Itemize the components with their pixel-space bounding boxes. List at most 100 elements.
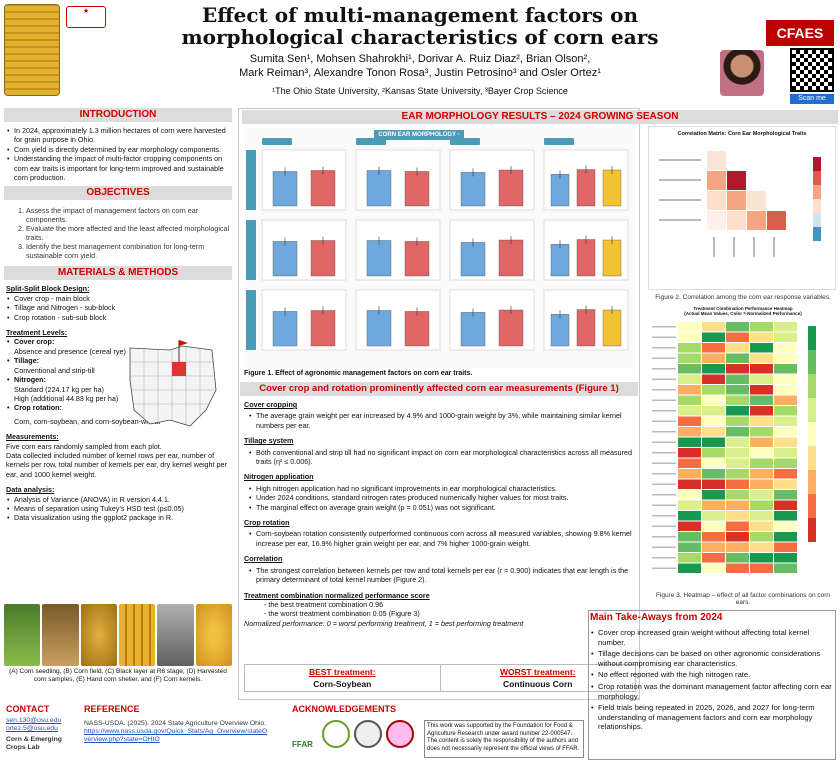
methods-heading: MATERIALS & METHODS — [4, 266, 232, 281]
bar — [272, 171, 298, 207]
heatmap-cell — [702, 406, 725, 416]
levels-heading: Treatment Levels: — [6, 328, 68, 338]
heatmap-cell — [750, 500, 773, 510]
bar — [498, 169, 524, 207]
bar — [550, 174, 570, 207]
corn-field-photo — [42, 604, 79, 666]
bar — [460, 312, 486, 347]
heatmap-cell — [702, 332, 725, 342]
correlation-heading: Correlation — [244, 554, 283, 564]
heatmap-cell — [750, 521, 773, 531]
list-item: Tillage: — [6, 356, 146, 366]
study-site-marker — [172, 362, 186, 376]
heatmap-cell — [678, 374, 701, 384]
introduction-heading: INTRODUCTION — [4, 108, 232, 122]
ohio-map — [129, 340, 217, 427]
heatmap-cell — [726, 364, 749, 374]
bar — [576, 239, 596, 277]
heatmap-cell — [702, 437, 725, 447]
heatmap-cell — [750, 427, 773, 437]
heatmap-cell — [726, 511, 749, 521]
legend-swatch — [808, 518, 816, 542]
heatmap-cell — [774, 322, 797, 332]
list-item: Tillage decisions can be based on other … — [590, 649, 834, 668]
heatmap-cell — [702, 500, 725, 510]
heatmap-cell — [726, 490, 749, 500]
results-frame — [238, 108, 640, 700]
row-label-placeholder — [652, 483, 676, 485]
heatmap-cell — [678, 563, 701, 573]
heatmap-subtitle: (Actual Mean Values, Color = Normalized … — [684, 311, 802, 316]
correlation-cell — [727, 211, 746, 230]
contact-section: CONTACT sen.130@osu.edu ortez.5@osu.edu … — [6, 704, 80, 752]
correlation-cell — [707, 151, 726, 170]
heatmap-cell — [702, 563, 725, 573]
row-label-placeholder — [652, 473, 676, 475]
legend-swatch — [813, 213, 821, 227]
heatmap-cell — [678, 458, 701, 468]
heatmap-cell — [774, 542, 797, 552]
row-label-placeholder — [652, 452, 676, 454]
row-label-strip — [246, 150, 256, 210]
heatmap-cell — [678, 343, 701, 353]
row-label-placeholder — [652, 357, 676, 359]
heatmap-cell — [702, 490, 725, 500]
takeaways-list: Cover crop increased grain weight withou… — [590, 628, 834, 734]
heatmap-cell — [702, 353, 725, 363]
qr-code-icon[interactable] — [790, 48, 834, 92]
introduction-list: In 2024, approximately 1.3 million hecta… — [6, 126, 230, 182]
corn-ear-photo — [4, 4, 60, 96]
email-link[interactable]: sen.130@osu.edu — [6, 717, 62, 724]
correlation-title: Correlation Matrix: Corn Ear Morphologic… — [677, 131, 807, 137]
legend-swatch — [813, 227, 821, 241]
heatmap-cell — [774, 406, 797, 416]
heatmap-svg — [652, 322, 816, 573]
row-label-placeholder — [652, 420, 676, 422]
heatmap-cell — [702, 521, 725, 531]
reference-link[interactable]: https://www.nass.usda.gov/Quick_Stats/Ag… — [84, 728, 268, 743]
row-label-placeholder — [659, 219, 701, 221]
heatmap-cell — [750, 364, 773, 374]
correlation-cell — [747, 191, 766, 210]
heatmap-cell — [774, 532, 797, 542]
bar — [272, 241, 298, 277]
heatmap-cell — [750, 479, 773, 489]
panel-title-tab — [544, 138, 574, 145]
row-label-placeholder — [659, 159, 701, 161]
legend-swatch — [808, 350, 816, 374]
correlation-cell — [727, 171, 746, 190]
heatmap-cell — [726, 416, 749, 426]
legend-swatch — [808, 398, 816, 422]
black-layer-photo — [80, 604, 117, 666]
heatmap-cell — [726, 563, 749, 573]
list-item: Analysis of Variance (ANOVA) in R versio… — [6, 495, 230, 505]
list-item: Data visualization using the ggplot2 pac… — [6, 513, 230, 523]
best-worst-summary: BEST treatment: Corn-Soybean WORST treat… — [244, 664, 636, 692]
heatmap-cell — [774, 364, 797, 374]
event-logo-icon: ★ — [66, 6, 106, 28]
row-label-placeholder — [652, 441, 676, 443]
heatmap-cell — [774, 332, 797, 342]
author-list: Sumita Sen¹, Mohsen Shahrokhi¹, Dorivar … — [239, 53, 601, 79]
list-item: No effect reported with the high nitroge… — [590, 670, 834, 680]
tillage-heading: Tillage system — [244, 436, 294, 446]
row-label-placeholder — [659, 199, 701, 201]
heatmap-cell — [750, 406, 773, 416]
performance-note: Normalized performance: 0 = worst perfor… — [244, 618, 524, 628]
row-label-placeholder — [652, 410, 676, 412]
list-item: Corn yield is directly determined by ear… — [6, 145, 230, 155]
heatmap-cell — [678, 448, 701, 458]
row-label-strip — [246, 220, 256, 280]
panel-title-tab — [262, 138, 292, 145]
heatmap-cell — [750, 511, 773, 521]
email-link[interactable]: ortez.5@osu.edu — [6, 725, 58, 732]
heatmap-cell — [678, 511, 701, 521]
bar — [576, 309, 596, 347]
column-label-placeholder — [773, 237, 775, 257]
heatmap-cell — [726, 395, 749, 405]
field-photo-strip — [4, 604, 232, 666]
column-label-placeholder — [713, 237, 715, 257]
bar — [310, 170, 336, 207]
affiliations: ¹The Ohio State University, ²Kansas Stat… — [272, 86, 568, 96]
correlation-cell — [747, 211, 766, 230]
